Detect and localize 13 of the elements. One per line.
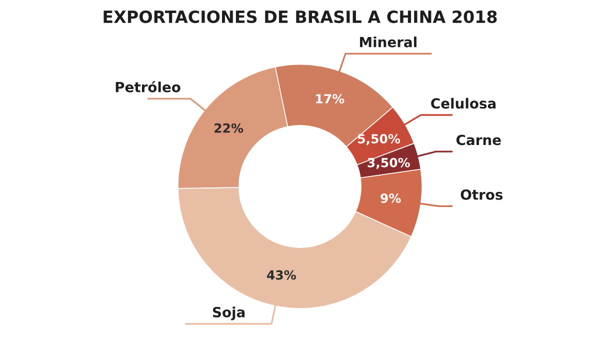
- data-label: 3,50%: [368, 158, 410, 169]
- slice-label: Celulosa: [431, 98, 496, 109]
- slice-label: Mineral: [360, 36, 416, 48]
- slice-label: Petróleo: [116, 81, 180, 92]
- slice-label: Otros: [460, 189, 503, 200]
- data-label: 17%: [316, 94, 344, 104]
- chart-title: EXPORTACIONES DE BRASIL A CHINA 2018: [104, 10, 497, 24]
- slice-label: Soja: [212, 306, 245, 320]
- data-label: 9%: [380, 194, 401, 203]
- data-label: 22%: [214, 123, 244, 133]
- data-label: 43%: [267, 270, 296, 280]
- slice-label: Carne: [456, 134, 501, 146]
- data-label: 5,50%: [358, 134, 400, 146]
